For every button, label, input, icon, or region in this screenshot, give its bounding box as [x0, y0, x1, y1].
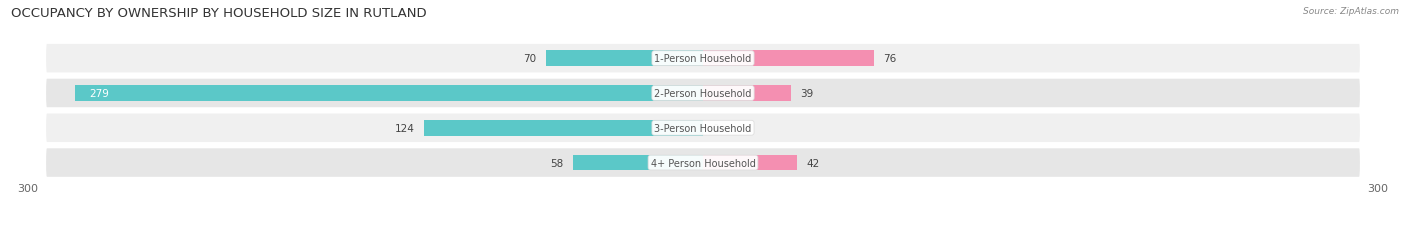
Text: OCCUPANCY BY OWNERSHIP BY HOUSEHOLD SIZE IN RUTLAND: OCCUPANCY BY OWNERSHIP BY HOUSEHOLD SIZE… — [11, 7, 427, 20]
Text: 4+ Person Household: 4+ Person Household — [651, 158, 755, 168]
Bar — [76, 86, 703, 101]
Text: 70: 70 — [523, 54, 537, 64]
Text: 1-Person Household: 1-Person Household — [654, 54, 752, 64]
Bar — [425, 120, 703, 136]
Text: 279: 279 — [89, 88, 108, 99]
Bar — [572, 155, 703, 171]
FancyBboxPatch shape — [46, 149, 1360, 177]
Bar — [703, 86, 790, 101]
FancyBboxPatch shape — [46, 45, 1360, 73]
Bar — [546, 51, 703, 67]
Text: 42: 42 — [807, 158, 820, 168]
Text: 2-Person Household: 2-Person Household — [654, 88, 752, 99]
Text: 39: 39 — [800, 88, 813, 99]
Bar — [703, 155, 797, 171]
Text: 58: 58 — [550, 158, 564, 168]
Text: 76: 76 — [883, 54, 896, 64]
Text: 124: 124 — [395, 123, 415, 133]
FancyBboxPatch shape — [46, 79, 1360, 108]
Text: 3-Person Household: 3-Person Household — [654, 123, 752, 133]
Text: 0: 0 — [711, 123, 718, 133]
FancyBboxPatch shape — [46, 114, 1360, 142]
Bar — [703, 51, 875, 67]
Text: Source: ZipAtlas.com: Source: ZipAtlas.com — [1303, 7, 1399, 16]
